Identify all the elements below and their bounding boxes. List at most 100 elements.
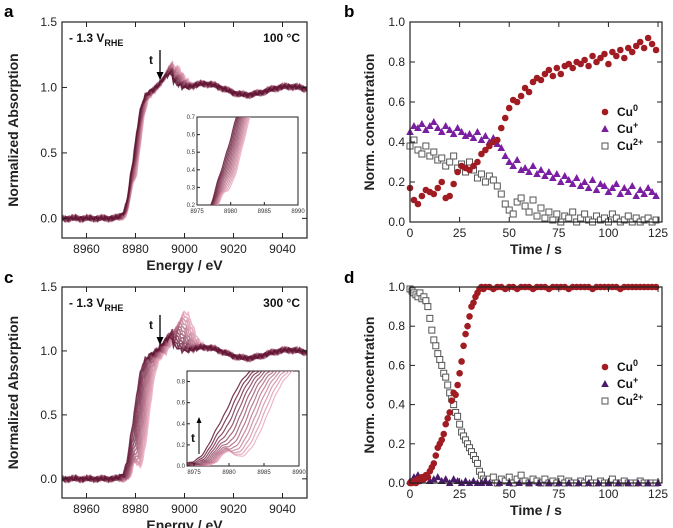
x-tick-label: 25 xyxy=(453,487,467,501)
data-point-cu-plus xyxy=(525,168,533,175)
potential-label: - 1.3 VRHE xyxy=(69,296,123,313)
data-point-cu0 xyxy=(430,460,438,467)
inset-line xyxy=(217,117,251,205)
data-point-cu-2plus xyxy=(473,459,481,467)
x-tick-label: 25 xyxy=(453,226,467,240)
data-point-cu-2plus xyxy=(434,350,442,358)
data-point-cu-plus xyxy=(568,180,577,187)
data-point-cu-plus xyxy=(461,477,470,485)
panel-c: c 8960 8980 9000 9020 9040 0.0 0.5 1.0 1.5 Energy … xyxy=(4,268,308,528)
time-arrow-head xyxy=(156,337,164,345)
y-axis-label: Normalized Absorption xyxy=(5,316,21,470)
data-point-cu0 xyxy=(466,313,473,320)
data-point-cu0 xyxy=(450,180,457,188)
inset-x-tick-label: 8980 xyxy=(222,470,236,476)
data-point-cu-plus xyxy=(632,192,641,199)
x-tick-label: 9020 xyxy=(220,242,247,256)
data-point-cu-plus xyxy=(616,190,625,197)
time-arrow-label: t xyxy=(149,53,153,67)
data-point-cu-plus xyxy=(533,170,541,177)
data-point-cu-plus xyxy=(505,158,514,165)
data-point-cu-2plus xyxy=(608,210,616,218)
legend-label: Cu+ xyxy=(617,375,638,391)
data-point-cu0 xyxy=(414,200,422,208)
data-point-cu0 xyxy=(446,409,453,416)
data-point-cu0 xyxy=(456,369,463,377)
data-point-cu-plus xyxy=(624,188,633,195)
x-tick-label: 125 xyxy=(648,226,668,240)
data-point-cu0 xyxy=(430,190,438,198)
data-point-cu-plus xyxy=(580,178,589,185)
data-point-cu-plus xyxy=(469,477,478,485)
plot-frame xyxy=(409,21,663,223)
data-point-cu-2plus xyxy=(549,216,557,224)
x-tick-label: 8980 xyxy=(122,502,149,516)
data-point-cu-plus xyxy=(461,132,470,139)
data-point-cu-plus xyxy=(541,172,549,179)
x-axis-label: Time / s xyxy=(510,502,562,518)
data-point-cu-2plus xyxy=(513,198,521,206)
y-tick-label: 0.0 xyxy=(40,472,57,486)
x-tick-label: 0 xyxy=(407,487,414,501)
inset-x-tick-label: 8975 xyxy=(187,470,201,476)
inset-y-tick-label: 0.6 xyxy=(177,401,186,407)
data-point-cu-2plus xyxy=(529,196,537,204)
data-point-cu0 xyxy=(640,44,648,52)
data-point-cu-2plus xyxy=(424,303,432,311)
legend-marker xyxy=(601,363,609,371)
data-point-cu0 xyxy=(462,330,469,338)
data-point-cu0 xyxy=(644,34,652,42)
data-point-cu-2plus xyxy=(517,471,525,479)
x-tick-label: 8980 xyxy=(122,242,149,256)
data-point-cu0 xyxy=(470,299,477,306)
data-point-cu0 xyxy=(577,60,584,68)
data-point-cu0 xyxy=(464,322,471,330)
data-point-cu-plus xyxy=(497,144,506,151)
data-point-cu0 xyxy=(521,84,529,92)
temperature-label: 300 °C xyxy=(263,296,300,310)
data-point-cu-plus xyxy=(477,136,486,143)
temperature-label: 100 °C xyxy=(263,31,300,45)
data-point-cu-2plus xyxy=(505,206,513,214)
data-point-cu-plus xyxy=(636,186,644,193)
inset-y-tick-label: 0.7 xyxy=(187,115,196,121)
data-point-cu-2plus xyxy=(477,170,485,178)
data-point-cu-2plus xyxy=(565,214,573,222)
inset-spectra xyxy=(187,371,294,466)
data-point-cu-2plus xyxy=(624,212,632,220)
data-point-cu0 xyxy=(589,52,596,60)
data-point-cu-plus xyxy=(604,188,613,195)
data-point-cu-plus xyxy=(513,156,521,163)
x-tick-label: 125 xyxy=(648,487,668,501)
data-point-cu-plus xyxy=(449,130,458,137)
data-point-cu0 xyxy=(470,162,477,170)
y-tick-label: 0.0 xyxy=(40,211,57,225)
data-point-cu-plus xyxy=(576,182,585,189)
data-point-cu0 xyxy=(620,54,628,62)
data-point-cu0 xyxy=(628,48,636,56)
y-tick-label: 0.4 xyxy=(388,398,405,412)
data-point-cu0 xyxy=(410,196,418,204)
inset-line xyxy=(187,371,257,466)
data-point-cu0 xyxy=(581,56,588,64)
panel-letter: d xyxy=(344,268,354,287)
data-point-cu-2plus xyxy=(422,297,430,305)
y-axis-label: Norm. concentration xyxy=(361,54,377,191)
data-point-cu0 xyxy=(605,60,612,68)
data-point-cu-2plus xyxy=(557,475,565,483)
inset-x-tick-label: 8990 xyxy=(291,209,305,215)
x-axis-label: Time / s xyxy=(510,241,562,257)
data-point-cu-plus xyxy=(596,180,605,187)
data-point-cu-plus xyxy=(592,186,601,193)
data-point-cu-plus xyxy=(469,134,478,141)
data-point-cu0 xyxy=(624,44,632,52)
x-tick-label: 50 xyxy=(503,487,517,501)
legend-marker xyxy=(601,397,609,405)
inset-x-tick-label: 8985 xyxy=(258,209,272,215)
y-tick-label: 0.2 xyxy=(388,175,405,189)
data-point-cu-plus xyxy=(426,477,434,485)
data-point-cu-plus xyxy=(644,184,652,191)
data-point-cu-2plus xyxy=(481,178,489,186)
data-point-cu0 xyxy=(438,178,446,186)
data-point-cu0 xyxy=(452,391,459,399)
